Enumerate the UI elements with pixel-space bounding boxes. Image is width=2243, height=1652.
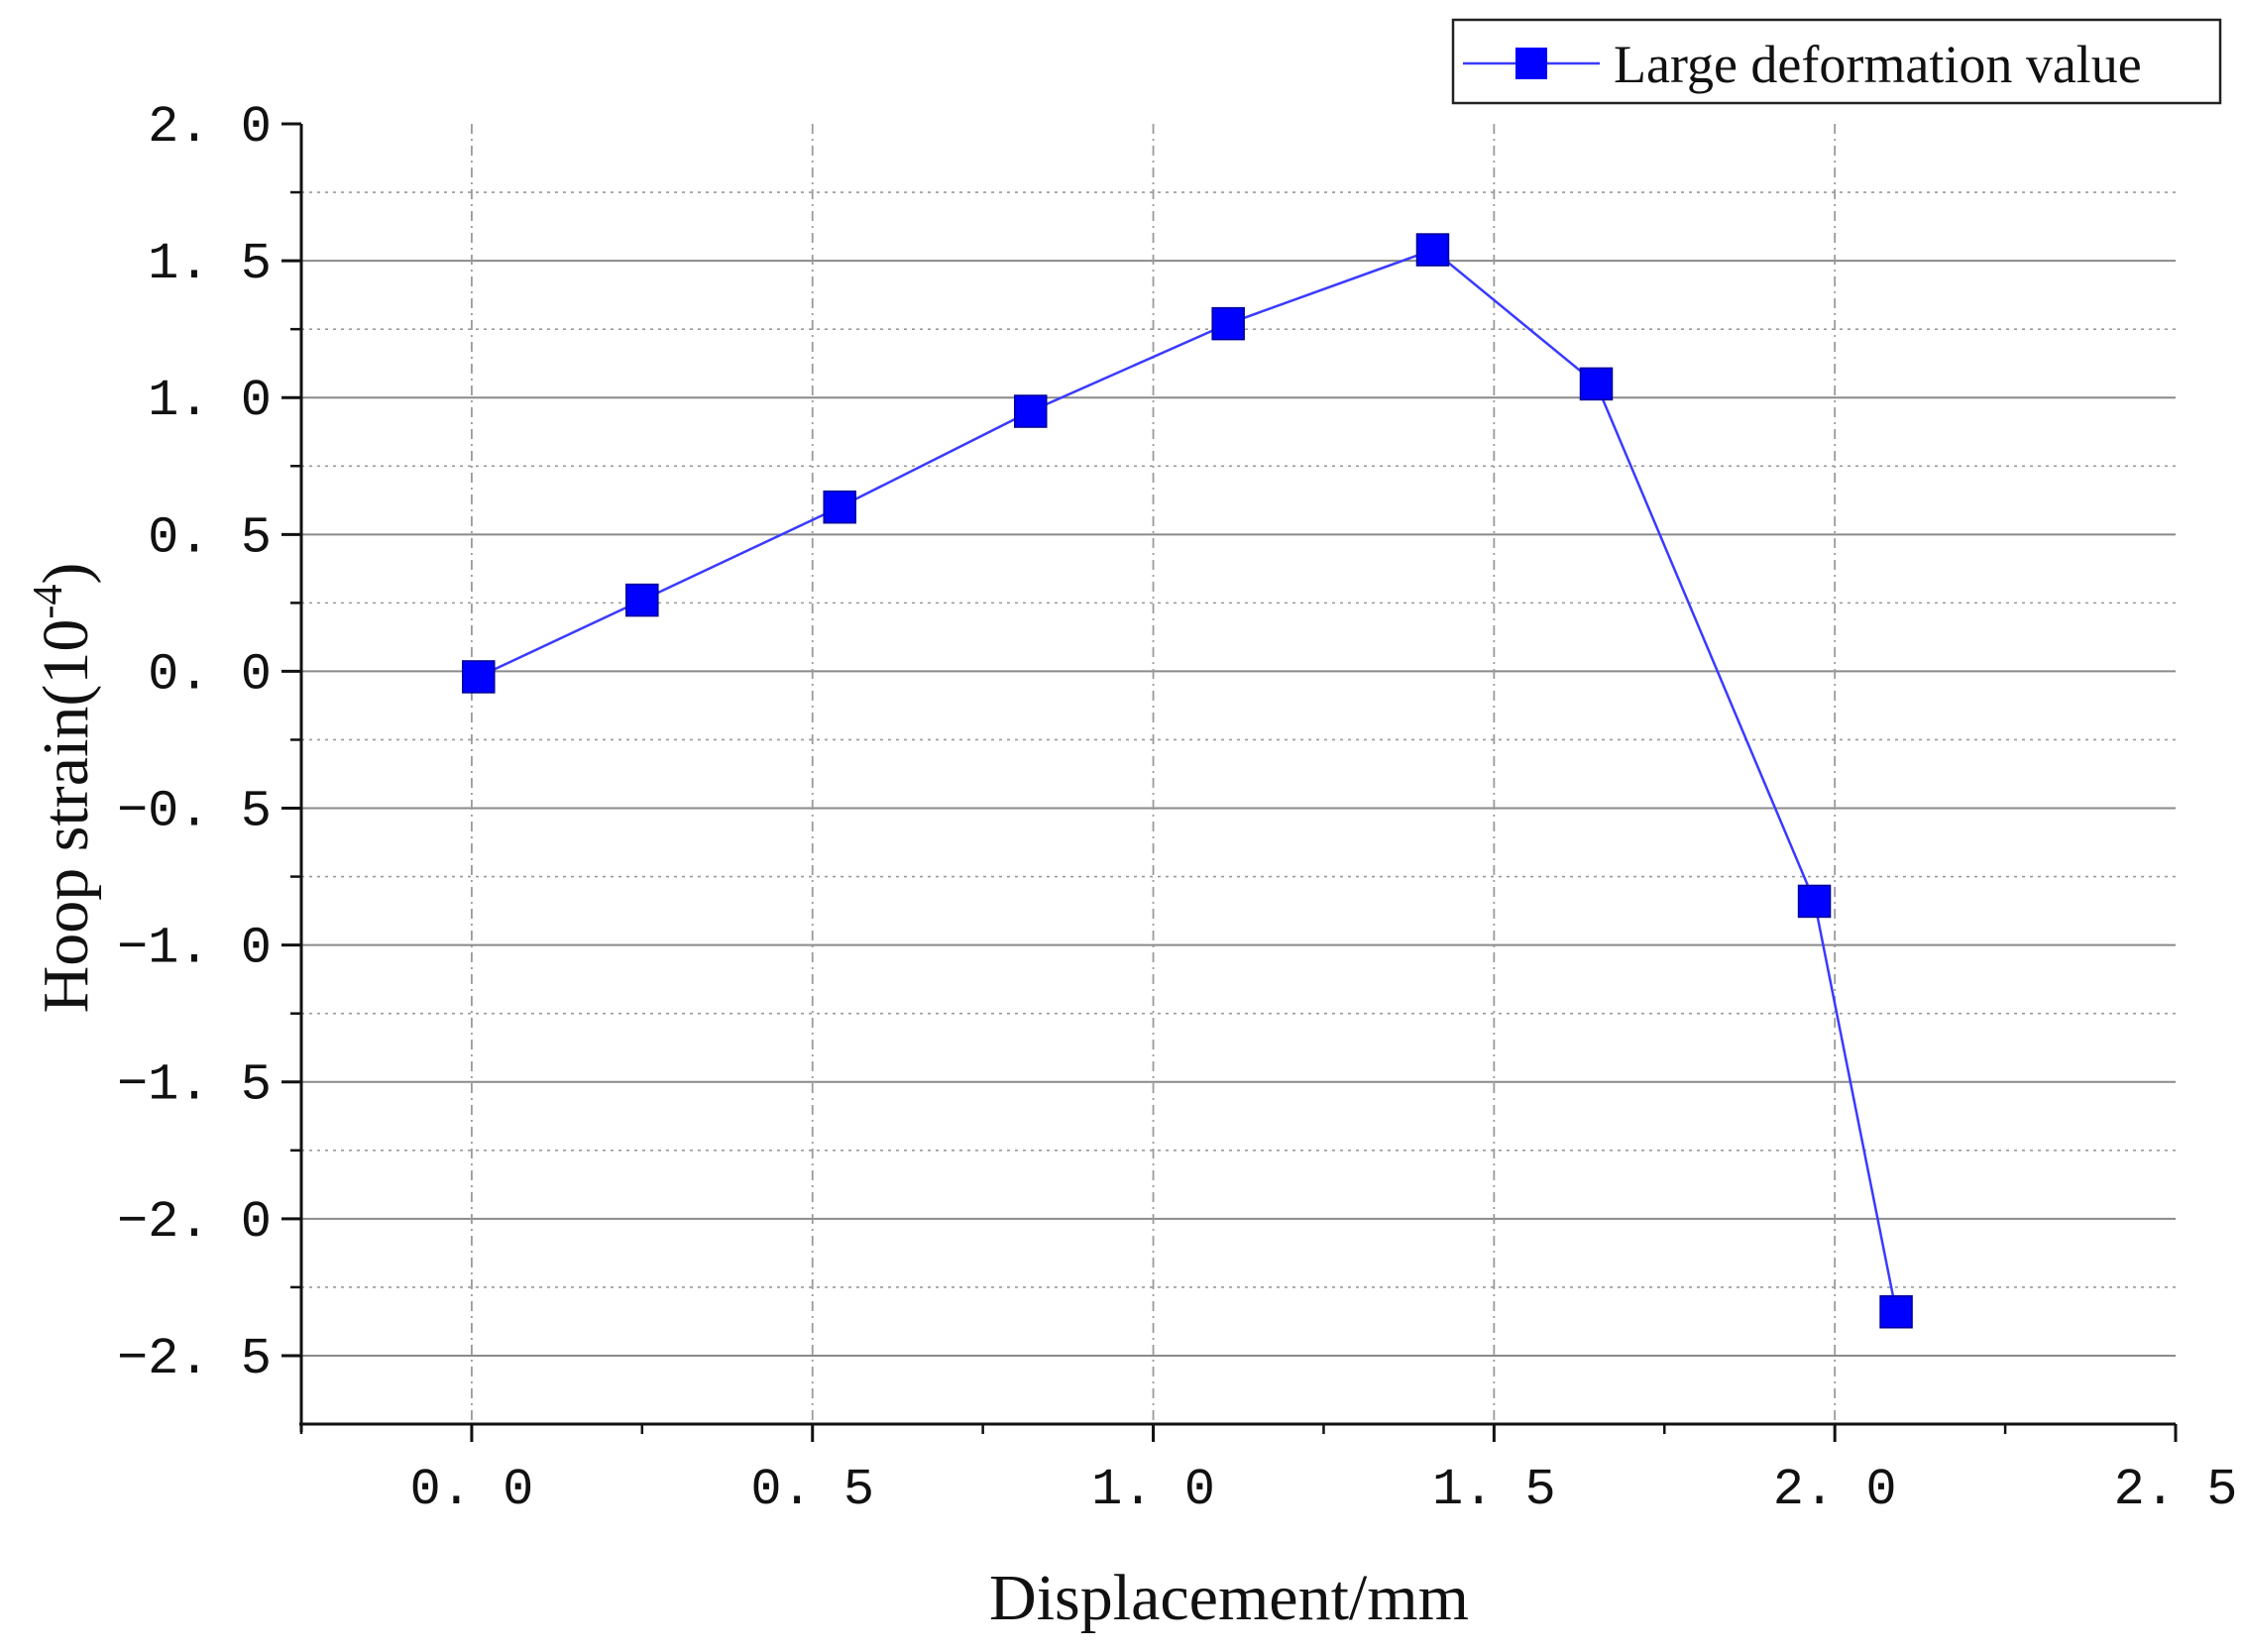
y-tick-label: −2. 0 — [117, 1193, 272, 1252]
data-point — [1879, 1295, 1913, 1329]
x-tick-label: 1. 5 — [1432, 1461, 1556, 1519]
x-tick-label: 1. 0 — [1091, 1461, 1215, 1519]
tick-labels: 2. 0 1. 5 1. 0 0. 5 0. 0 −0. 5 −1. 0 −1. 5 −2. 0… — [117, 98, 2237, 1519]
y-axis-title-close: ) — [30, 563, 102, 585]
y-tick-label: −0. 5 — [117, 783, 272, 841]
data-point — [1211, 306, 1245, 341]
x-tick-label: 0. 0 — [409, 1461, 533, 1519]
data-point — [1415, 233, 1450, 267]
x-tick-label: 2. 5 — [2114, 1461, 2238, 1519]
y-tick-label: 1. 0 — [148, 372, 272, 430]
legend-box — [1451, 18, 2222, 105]
data-point — [462, 660, 496, 694]
axes — [281, 122, 2178, 1442]
y-tick-label: 0. 5 — [148, 508, 272, 567]
x-tick-label: 2. 0 — [1773, 1461, 1897, 1519]
legend-marker — [1515, 48, 1547, 79]
y-tick-label: 1. 5 — [148, 235, 272, 293]
data-point — [1797, 884, 1832, 919]
y-axis-title-exponent: -4 — [26, 585, 71, 619]
y-tick-label: −1. 5 — [117, 1056, 272, 1115]
series-large-deformation — [462, 233, 1913, 1329]
data-point — [625, 583, 659, 617]
data-point — [823, 490, 856, 524]
series-line — [478, 248, 1898, 1313]
y-axis-title: Hoop strain(10-4) — [26, 563, 102, 1014]
grid — [301, 124, 2176, 1424]
x-axis-title: Displacement/mm — [989, 1562, 1469, 1634]
legend: Large deformation value — [1451, 18, 2222, 105]
legend-label: Large deformation value — [1614, 35, 2142, 94]
x-tick-label: 0. 5 — [750, 1461, 874, 1519]
y-tick-label: 0. 0 — [148, 645, 272, 704]
y-tick-label: −1. 0 — [117, 920, 272, 978]
data-point — [1014, 394, 1048, 428]
data-point — [1579, 367, 1614, 401]
y-tick-label: 2. 0 — [148, 98, 272, 157]
y-tick-label: −2. 5 — [117, 1330, 272, 1388]
y-axis-title-main: Hoop strain(10 — [30, 619, 102, 1014]
